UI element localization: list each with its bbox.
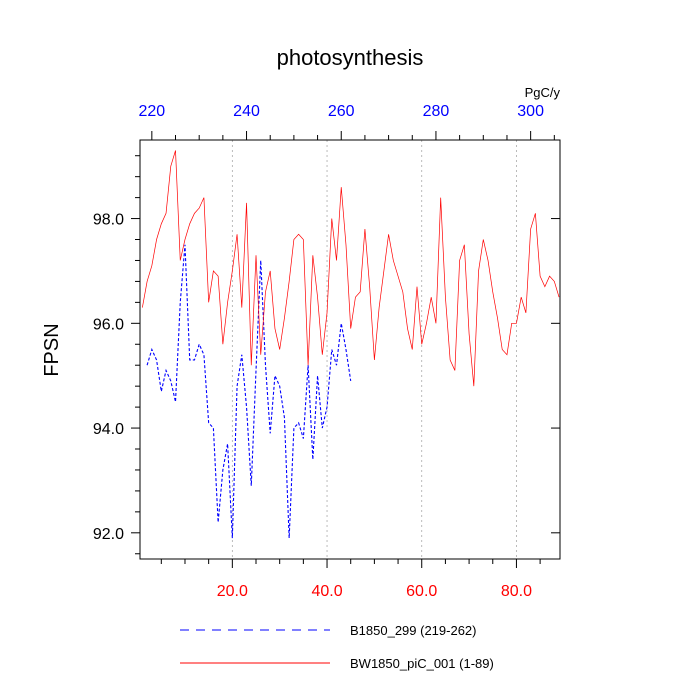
y-tick-label-2: 96.0	[93, 316, 124, 333]
top-tick-label-0: 220	[138, 103, 165, 120]
series-lines	[142, 150, 560, 539]
x-tick-label-0: 20.0	[217, 583, 248, 600]
y-tick-label-1: 94.0	[93, 421, 124, 438]
y-axis-label: FPSN	[41, 323, 63, 376]
x-tick-label-3: 80.0	[501, 583, 532, 600]
x-tick-label-1: 40.0	[311, 583, 342, 600]
top-tick-label-1: 240	[233, 103, 260, 120]
plot-frame	[139, 139, 561, 560]
tick-labels: 92.0 94.0 96.0 98.0 20.0 40.0 60.0 80.0 220 240 26…	[93, 103, 544, 600]
axis-ticks	[131, 131, 560, 568]
top-tick-label-2: 260	[328, 103, 355, 120]
chart-title: photosynthesis	[277, 45, 424, 70]
top-tick-label-4: 300	[517, 103, 544, 120]
legend-label-b1850-299: B1850_299 (219-262)	[350, 623, 477, 638]
top-tick-label-3: 280	[423, 103, 450, 120]
series-line-1	[142, 150, 560, 387]
y-tick-label-3: 98.0	[93, 212, 124, 229]
y-tick-label-0: 92.0	[93, 526, 124, 543]
top-axis-unit: PgC/y	[525, 85, 561, 100]
x-tick-label-2: 60.0	[406, 583, 437, 600]
legend-label-bw1850-pic-001: BW1850_piC_001 (1-89)	[350, 656, 494, 671]
legend: B1850_299 (219-262) BW1850_piC_001 (1-89…	[180, 623, 494, 671]
